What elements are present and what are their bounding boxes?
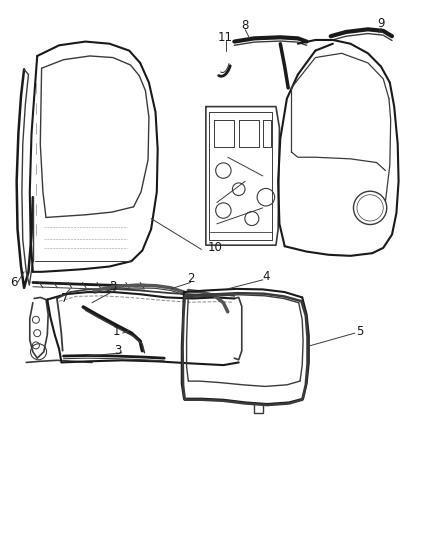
Text: 6: 6 [10,276,18,289]
Text: 10: 10 [207,241,222,254]
Text: 1: 1 [112,325,120,338]
Text: 9: 9 [377,18,385,30]
Text: 2: 2 [187,272,194,285]
Text: 8: 8 [242,19,249,32]
Text: 3: 3 [114,344,121,357]
Text: 4: 4 [262,270,270,282]
Text: 7: 7 [61,292,69,305]
Text: 5: 5 [357,325,364,338]
Text: 11: 11 [218,31,233,44]
Text: 3: 3 [110,280,117,293]
